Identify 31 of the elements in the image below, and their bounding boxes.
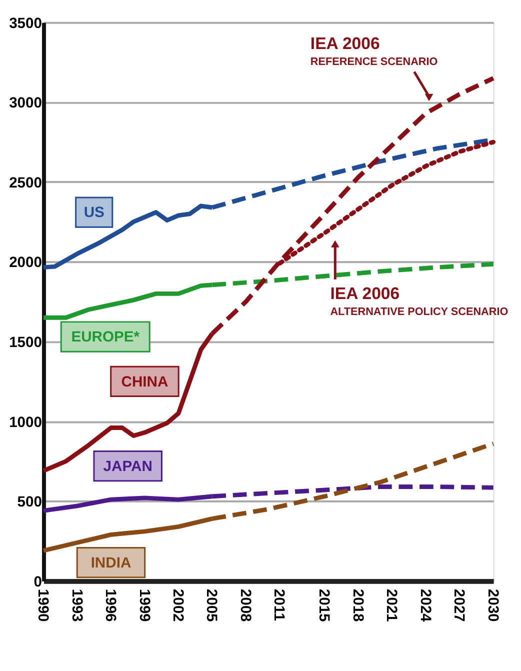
x-tick-label: 2021 xyxy=(383,588,400,622)
y-tick-label: 3500 xyxy=(9,16,42,32)
x-tick-label: 2002 xyxy=(170,588,186,622)
y-tick-label: 3000 xyxy=(9,96,42,112)
x-tick-label: 1990 xyxy=(34,588,51,622)
y-tick-label: 1000 xyxy=(9,414,42,431)
x-tick-label: 1996 xyxy=(102,588,118,622)
y-tick-label: 1500 xyxy=(9,334,42,351)
series-label: EUROPE* xyxy=(71,330,140,346)
x-tick-label: 1999 xyxy=(136,588,152,622)
x-tick-label: 2030 xyxy=(484,588,500,622)
y-tick-label: 0 xyxy=(34,574,42,590)
x-tick-label: 2024 xyxy=(416,588,433,623)
x-tick-label: 2011 xyxy=(270,588,287,621)
annotation: IEA 2006 xyxy=(310,34,380,54)
annotation: IEA 2006 xyxy=(330,284,400,304)
series-label: JAPAN xyxy=(103,458,152,475)
x-tick-label: 2015 xyxy=(316,588,332,622)
annotation: REFERENCE SCENARIO xyxy=(310,56,438,68)
x-tick-label: 1993 xyxy=(68,588,84,622)
x-tick-label: 2008 xyxy=(236,588,253,622)
y-tick-label: 2500 xyxy=(9,175,42,192)
y-tick-label: 2000 xyxy=(9,255,42,272)
series-label: INDIA xyxy=(90,556,132,572)
x-tick-label: 2005 xyxy=(203,588,220,622)
series-label: CHINA xyxy=(121,374,168,390)
annotation: ALTERNATIVE POLICY SCENARIO xyxy=(330,306,508,318)
x-tick-label: 2027 xyxy=(450,588,467,622)
y-tick-label: 500 xyxy=(17,494,42,511)
series-label: US xyxy=(84,205,105,222)
x-tick-label: 2018 xyxy=(349,588,366,622)
